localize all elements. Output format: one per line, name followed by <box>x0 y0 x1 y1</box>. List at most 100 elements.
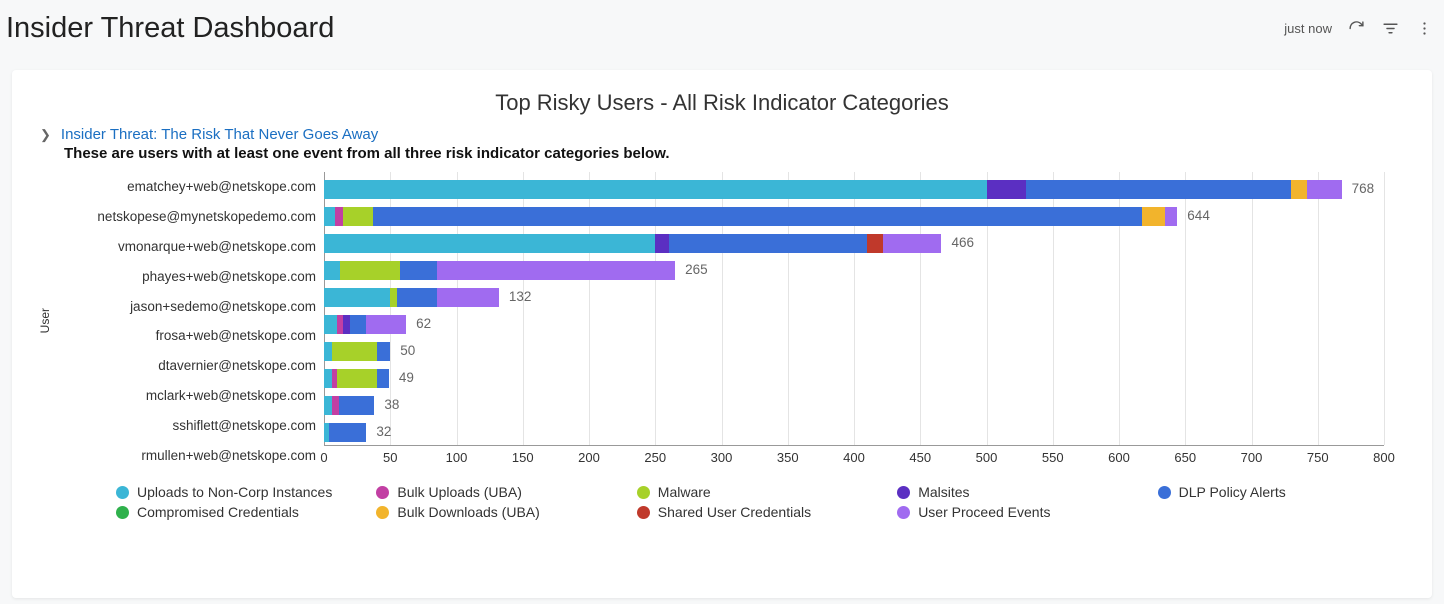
bar-row[interactable] <box>324 396 374 415</box>
bar-segment-user_proceed[interactable] <box>883 234 941 253</box>
legend: Uploads to Non-Corp Instances Bulk Upload… <box>116 484 1408 520</box>
legend-swatch <box>637 486 650 499</box>
x-tick: 500 <box>976 450 998 465</box>
legend-item-malware[interactable]: Malware <box>637 484 887 500</box>
bar-segment-user_proceed[interactable] <box>366 315 406 334</box>
x-tick: 200 <box>578 450 600 465</box>
legend-item-user_proceed[interactable]: User Proceed Events <box>897 504 1147 520</box>
bar-segment-uploads_noncorp[interactable] <box>324 207 335 226</box>
legend-item-bulk_uploads[interactable]: Bulk Uploads (UBA) <box>376 484 626 500</box>
bar-row[interactable] <box>324 423 366 442</box>
bar-segment-dlp[interactable] <box>373 207 1142 226</box>
user-label: jason+sedemo@netskope.com <box>54 293 316 320</box>
bar-segment-dlp[interactable] <box>1026 180 1291 199</box>
legend-swatch <box>637 506 650 519</box>
legend-item-bulk_downloads[interactable]: Bulk Downloads (UBA) <box>376 504 626 520</box>
page-header: Insider Threat Dashboard just now <box>0 0 1444 56</box>
bar-segment-uploads_noncorp[interactable] <box>324 369 332 388</box>
chevron-right-icon[interactable]: ❯ <box>40 127 51 143</box>
x-axis: 0501001502002503003504004505005506006507… <box>324 448 1384 470</box>
bar-segment-bulk_downloads[interactable] <box>1142 207 1166 226</box>
bar-segment-uploads_noncorp[interactable] <box>324 396 332 415</box>
bar-segment-bulk_downloads[interactable] <box>1291 180 1307 199</box>
bar-total-label: 62 <box>416 316 431 331</box>
bar-segment-user_proceed[interactable] <box>1165 207 1177 226</box>
legend-label: Compromised Credentials <box>137 504 299 520</box>
x-tick: 450 <box>909 450 931 465</box>
legend-label: Uploads to Non-Corp Instances <box>137 484 332 500</box>
gridline <box>1185 172 1186 445</box>
bar-segment-dlp[interactable] <box>669 234 868 253</box>
chart-subtitle: These are users with at least one event … <box>64 145 1408 162</box>
bar-row[interactable] <box>324 315 406 334</box>
bar-segment-dlp[interactable] <box>377 369 389 388</box>
drilldown-link[interactable]: Insider Threat: The Risk That Never Goes… <box>61 126 378 143</box>
legend-label: Shared User Credentials <box>658 504 811 520</box>
bar-segment-uploads_noncorp[interactable] <box>324 288 390 307</box>
bar-segment-uploads_noncorp[interactable] <box>324 342 332 361</box>
bar-row[interactable] <box>324 180 1342 199</box>
bar-row[interactable] <box>324 207 1177 226</box>
x-tick: 100 <box>446 450 468 465</box>
bar-segment-malware[interactable] <box>390 288 397 307</box>
bar-segment-bulk_uploads[interactable] <box>332 396 339 415</box>
bar-row[interactable] <box>324 261 675 280</box>
bar-segment-dlp[interactable] <box>397 288 437 307</box>
bar-row[interactable] <box>324 369 389 388</box>
legend-swatch <box>376 506 389 519</box>
bar-total-label: 265 <box>685 262 708 277</box>
more-icon[interactable] <box>1414 18 1434 38</box>
refresh-icon[interactable] <box>1346 18 1366 38</box>
bar-row[interactable] <box>324 234 941 253</box>
header-actions: just now <box>1284 18 1434 38</box>
bar-segment-dlp[interactable] <box>400 261 437 280</box>
bar-row[interactable] <box>324 342 390 361</box>
bar-segment-shared_creds[interactable] <box>867 234 883 253</box>
bar-segment-malsites[interactable] <box>343 315 351 334</box>
bar-segment-user_proceed[interactable] <box>437 261 676 280</box>
bar-segment-bulk_uploads[interactable] <box>335 207 343 226</box>
bar-segment-user_proceed[interactable] <box>1307 180 1341 199</box>
legend-swatch <box>116 486 129 499</box>
bar-segment-uploads_noncorp[interactable] <box>324 234 655 253</box>
user-label: mclark+web@netskope.com <box>54 382 316 409</box>
gridline <box>1318 172 1319 445</box>
chart-card: Top Risky Users - All Risk Indicator Cat… <box>12 70 1432 598</box>
bar-segment-dlp[interactable] <box>329 423 366 442</box>
bar-segment-dlp[interactable] <box>377 342 390 361</box>
x-tick: 400 <box>843 450 865 465</box>
x-tick: 50 <box>383 450 397 465</box>
legend-item-shared_creds[interactable]: Shared User Credentials <box>637 504 887 520</box>
user-label: vmonarque+web@netskope.com <box>54 233 316 260</box>
bar-total-label: 644 <box>1187 208 1210 223</box>
bar-segment-malware[interactable] <box>337 369 377 388</box>
bar-segment-malsites[interactable] <box>987 180 1027 199</box>
user-label: sshiflett@netskope.com <box>54 412 316 439</box>
plot-wrap: 7686444662651326250493832 05010015020025… <box>324 172 1408 470</box>
bar-total-label: 49 <box>399 370 414 385</box>
bar-total-label: 132 <box>509 289 532 304</box>
bar-segment-malware[interactable] <box>343 207 373 226</box>
last-refresh-timestamp: just now <box>1284 21 1332 36</box>
bar-segment-uploads_noncorp[interactable] <box>324 180 987 199</box>
chart-title: Top Risky Users - All Risk Indicator Cat… <box>36 90 1408 116</box>
legend-swatch <box>116 506 129 519</box>
bar-total-label: 50 <box>400 343 415 358</box>
legend-label: DLP Policy Alerts <box>1179 484 1286 500</box>
user-label: dtavernier@netskope.com <box>54 352 316 379</box>
bar-row[interactable] <box>324 288 499 307</box>
legend-item-malsites[interactable]: Malsites <box>897 484 1147 500</box>
x-tick: 300 <box>711 450 733 465</box>
legend-item-dlp[interactable]: DLP Policy Alerts <box>1158 484 1408 500</box>
bar-segment-malware[interactable] <box>340 261 400 280</box>
bar-segment-dlp[interactable] <box>339 396 375 415</box>
filter-icon[interactable] <box>1380 18 1400 38</box>
bar-segment-uploads_noncorp[interactable] <box>324 315 337 334</box>
bar-segment-uploads_noncorp[interactable] <box>324 261 340 280</box>
bar-segment-user_proceed[interactable] <box>437 288 499 307</box>
legend-item-uploads_noncorp[interactable]: Uploads to Non-Corp Instances <box>116 484 366 500</box>
bar-segment-malware[interactable] <box>332 342 377 361</box>
legend-item-compromised[interactable]: Compromised Credentials <box>116 504 366 520</box>
bar-segment-dlp[interactable] <box>350 315 366 334</box>
bar-segment-malsites[interactable] <box>655 234 668 253</box>
